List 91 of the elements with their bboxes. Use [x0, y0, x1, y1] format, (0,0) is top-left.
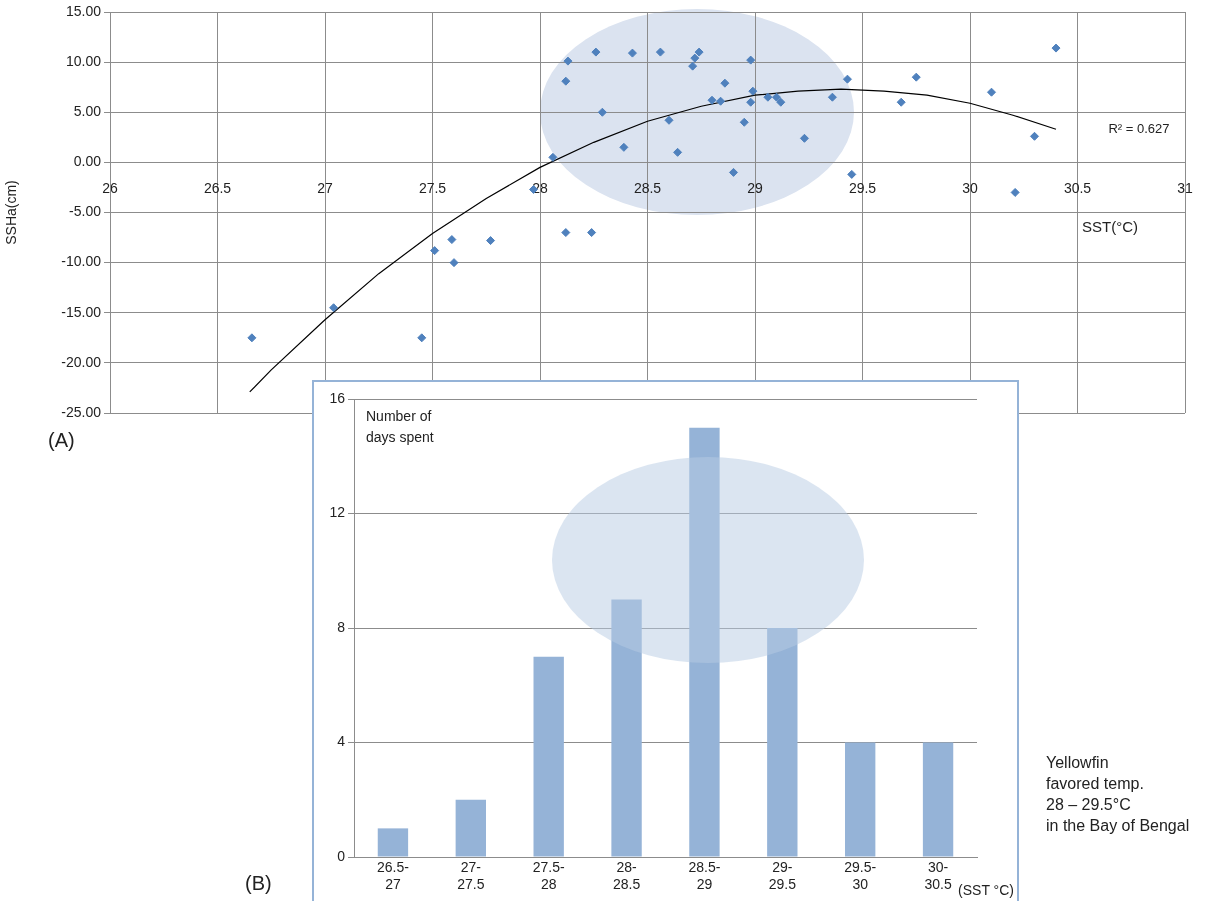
text: (A) [48, 429, 75, 451]
bar [922, 742, 954, 857]
bar [845, 742, 876, 857]
point [896, 97, 906, 107]
x-tick-label: 26.5 [203, 179, 232, 196]
x-tick-label: 29 [747, 179, 763, 196]
annotation: R² = 0.627 [1108, 120, 1170, 136]
point [694, 47, 704, 57]
point [763, 92, 773, 102]
text: (B) [245, 872, 272, 894]
point [799, 133, 809, 143]
y-tick-label: -25.00 [61, 403, 102, 420]
x-tick-label: 29-29.5 [768, 859, 797, 893]
point [548, 152, 558, 162]
point [688, 61, 698, 71]
y-tick-label: -5.00 [69, 203, 102, 220]
point [627, 48, 637, 58]
point [664, 115, 674, 125]
point [619, 142, 629, 152]
x-tick-label: 27 [317, 179, 333, 196]
point [563, 56, 573, 66]
y-tick-label: 4 [337, 733, 346, 750]
point [739, 117, 749, 127]
y-tick-label: 15.00 [65, 2, 102, 19]
point [776, 97, 786, 107]
x-tick-label: 26.5-27 [376, 859, 410, 893]
bar [455, 799, 486, 857]
point [430, 246, 440, 256]
point [561, 76, 571, 86]
x-tick-label: 29.5 [848, 179, 877, 196]
x-tick-label: 29.5-30 [844, 859, 877, 893]
y-tick-label: 12 [329, 504, 346, 521]
point [673, 147, 683, 157]
y-tick-label: 0.00 [73, 153, 102, 170]
point [655, 47, 665, 57]
y-tick-label: -10.00 [61, 253, 102, 270]
point [746, 55, 756, 65]
point [1010, 187, 1020, 197]
point [1030, 131, 1039, 141]
y-tick-label: 5.00 [73, 103, 102, 120]
bar [377, 828, 409, 857]
x-axis-title: SST(°C) [1082, 217, 1138, 235]
y-tick-label: 10.00 [65, 52, 102, 69]
point [827, 92, 837, 102]
x-tick-label: 30 [962, 179, 978, 196]
point [561, 228, 571, 238]
text: Yellowfin favored temp. 28 – 29.5°C in the Bay of Bengal [1046, 753, 1190, 836]
point [486, 236, 496, 246]
x-tick-label: 27.5 [418, 179, 447, 196]
bar [611, 599, 642, 857]
point [690, 53, 700, 63]
point [842, 74, 852, 84]
y-axis-title: Number of days spent [366, 407, 434, 445]
x-axis-title: (SST °C) [958, 881, 1014, 898]
point [707, 95, 717, 105]
point [587, 228, 597, 238]
x-tick-label: 27-27.5 [457, 859, 485, 893]
point [772, 92, 781, 102]
x-tick-label: 31 [1177, 179, 1193, 196]
x-tick-label: 30.5 [1063, 179, 1092, 196]
point [716, 96, 726, 106]
y-tick-label: -15.00 [61, 303, 102, 320]
point [447, 235, 457, 245]
bar [533, 656, 564, 857]
x-tick-label: 26 [102, 179, 118, 196]
y-tick-label: -20.00 [61, 353, 102, 370]
y-tick-label: 8 [337, 618, 346, 635]
point [987, 87, 996, 97]
point [720, 78, 730, 88]
y-tick-label: 16 [329, 389, 346, 406]
point [911, 72, 921, 82]
x-tick-label: 28-28.5 [612, 859, 641, 893]
point [729, 167, 738, 177]
point [417, 333, 427, 343]
point [746, 97, 756, 107]
bar [689, 427, 720, 857]
point [247, 333, 257, 343]
point [1051, 43, 1061, 53]
x-tick-label: 30-30.5 [924, 859, 952, 893]
y-tick-label: 0 [337, 847, 346, 864]
bar [767, 628, 798, 857]
point [847, 169, 857, 179]
x-tick-label: 28.5-29 [688, 859, 721, 893]
point [597, 107, 607, 117]
x-tick-label: 27.5-28 [532, 859, 565, 893]
point [591, 47, 601, 57]
point [748, 86, 758, 96]
x-tick-label: 28.5 [633, 179, 662, 196]
y-axis-title: SSHa(cm) [3, 180, 20, 245]
point [449, 258, 459, 268]
point [329, 303, 339, 313]
